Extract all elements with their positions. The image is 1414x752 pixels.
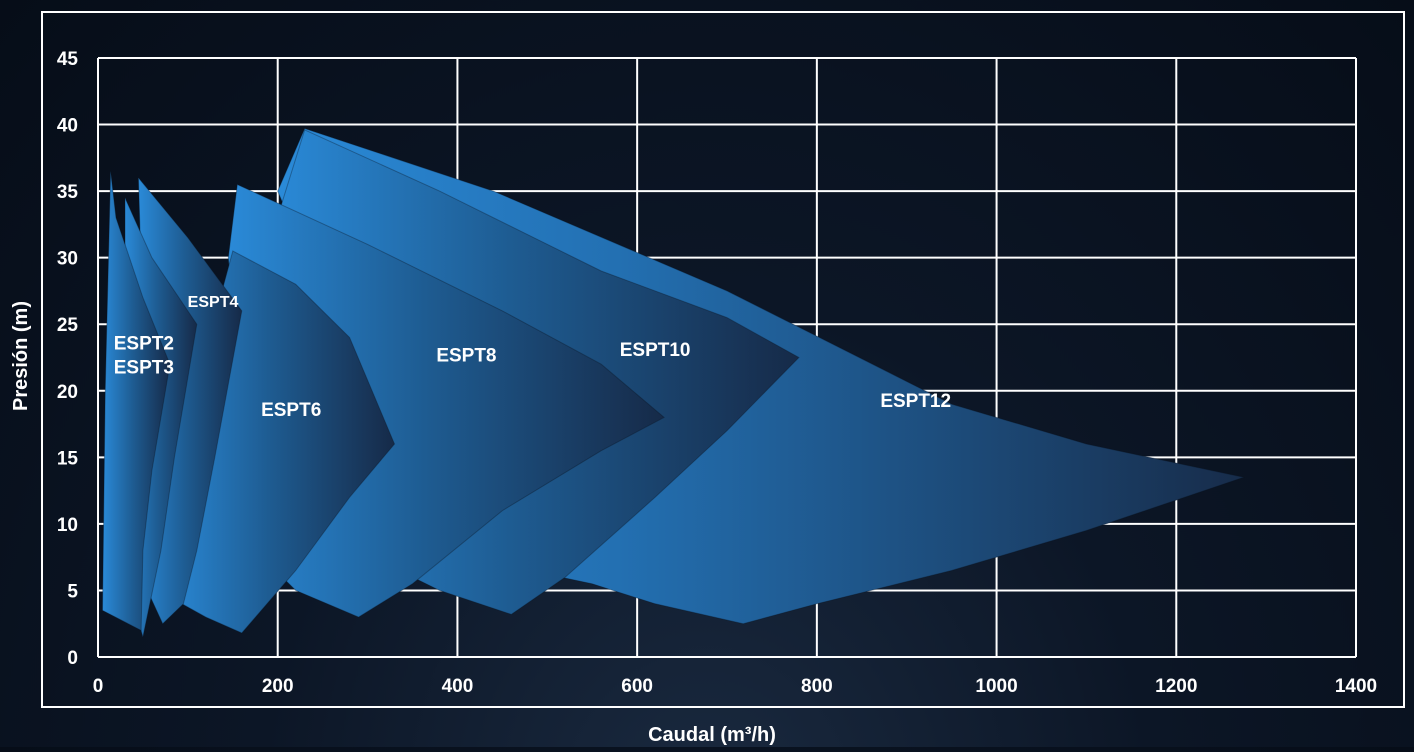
y-tick-label: 45 [57, 49, 79, 70]
series-label-espt4: ESPT4 [188, 294, 239, 311]
y-tick-label: 40 [57, 116, 78, 137]
x-tick-label: 1000 [975, 676, 1017, 697]
x-tick-label: 1200 [1155, 676, 1197, 697]
x-tick-label: 400 [442, 676, 474, 697]
y-tick-label: 15 [57, 448, 79, 469]
series-label-espt2: ESPT2 [114, 334, 174, 355]
series-label-espt3: ESPT3 [114, 357, 174, 378]
x-tick-label: 200 [262, 676, 294, 697]
series-shapes [101, 127, 1246, 638]
x-axis-label: Caudal (m³/h) [648, 724, 776, 746]
series-label-espt12: ESPT12 [880, 391, 951, 412]
x-tick-label: 0 [93, 676, 104, 697]
y-tick-label: 0 [67, 648, 78, 669]
y-tick-label: 35 [57, 182, 79, 203]
y-tick-label: 10 [57, 515, 78, 536]
series-shape-espt2 [101, 171, 171, 632]
series-label-espt6: ESPT6 [261, 400, 321, 421]
series-label-espt10: ESPT10 [620, 340, 691, 361]
y-axis-label: Presión (m) [10, 301, 32, 411]
y-tick-label: 20 [57, 382, 78, 403]
series-label-espt8: ESPT8 [436, 345, 496, 366]
y-tick-label: 5 [67, 581, 78, 602]
y-tick-label: 30 [57, 249, 78, 270]
tick-labels: 0 200 400 600 800 1000 1200 1400 0 5 10 15 20 25 30 35 4… [57, 49, 1377, 697]
y-tick-label: 25 [57, 315, 79, 336]
chart-frame [41, 11, 1405, 708]
x-tick-label: 800 [801, 676, 833, 697]
x-tick-label: 600 [621, 676, 653, 697]
x-tick-label: 1400 [1335, 676, 1377, 697]
